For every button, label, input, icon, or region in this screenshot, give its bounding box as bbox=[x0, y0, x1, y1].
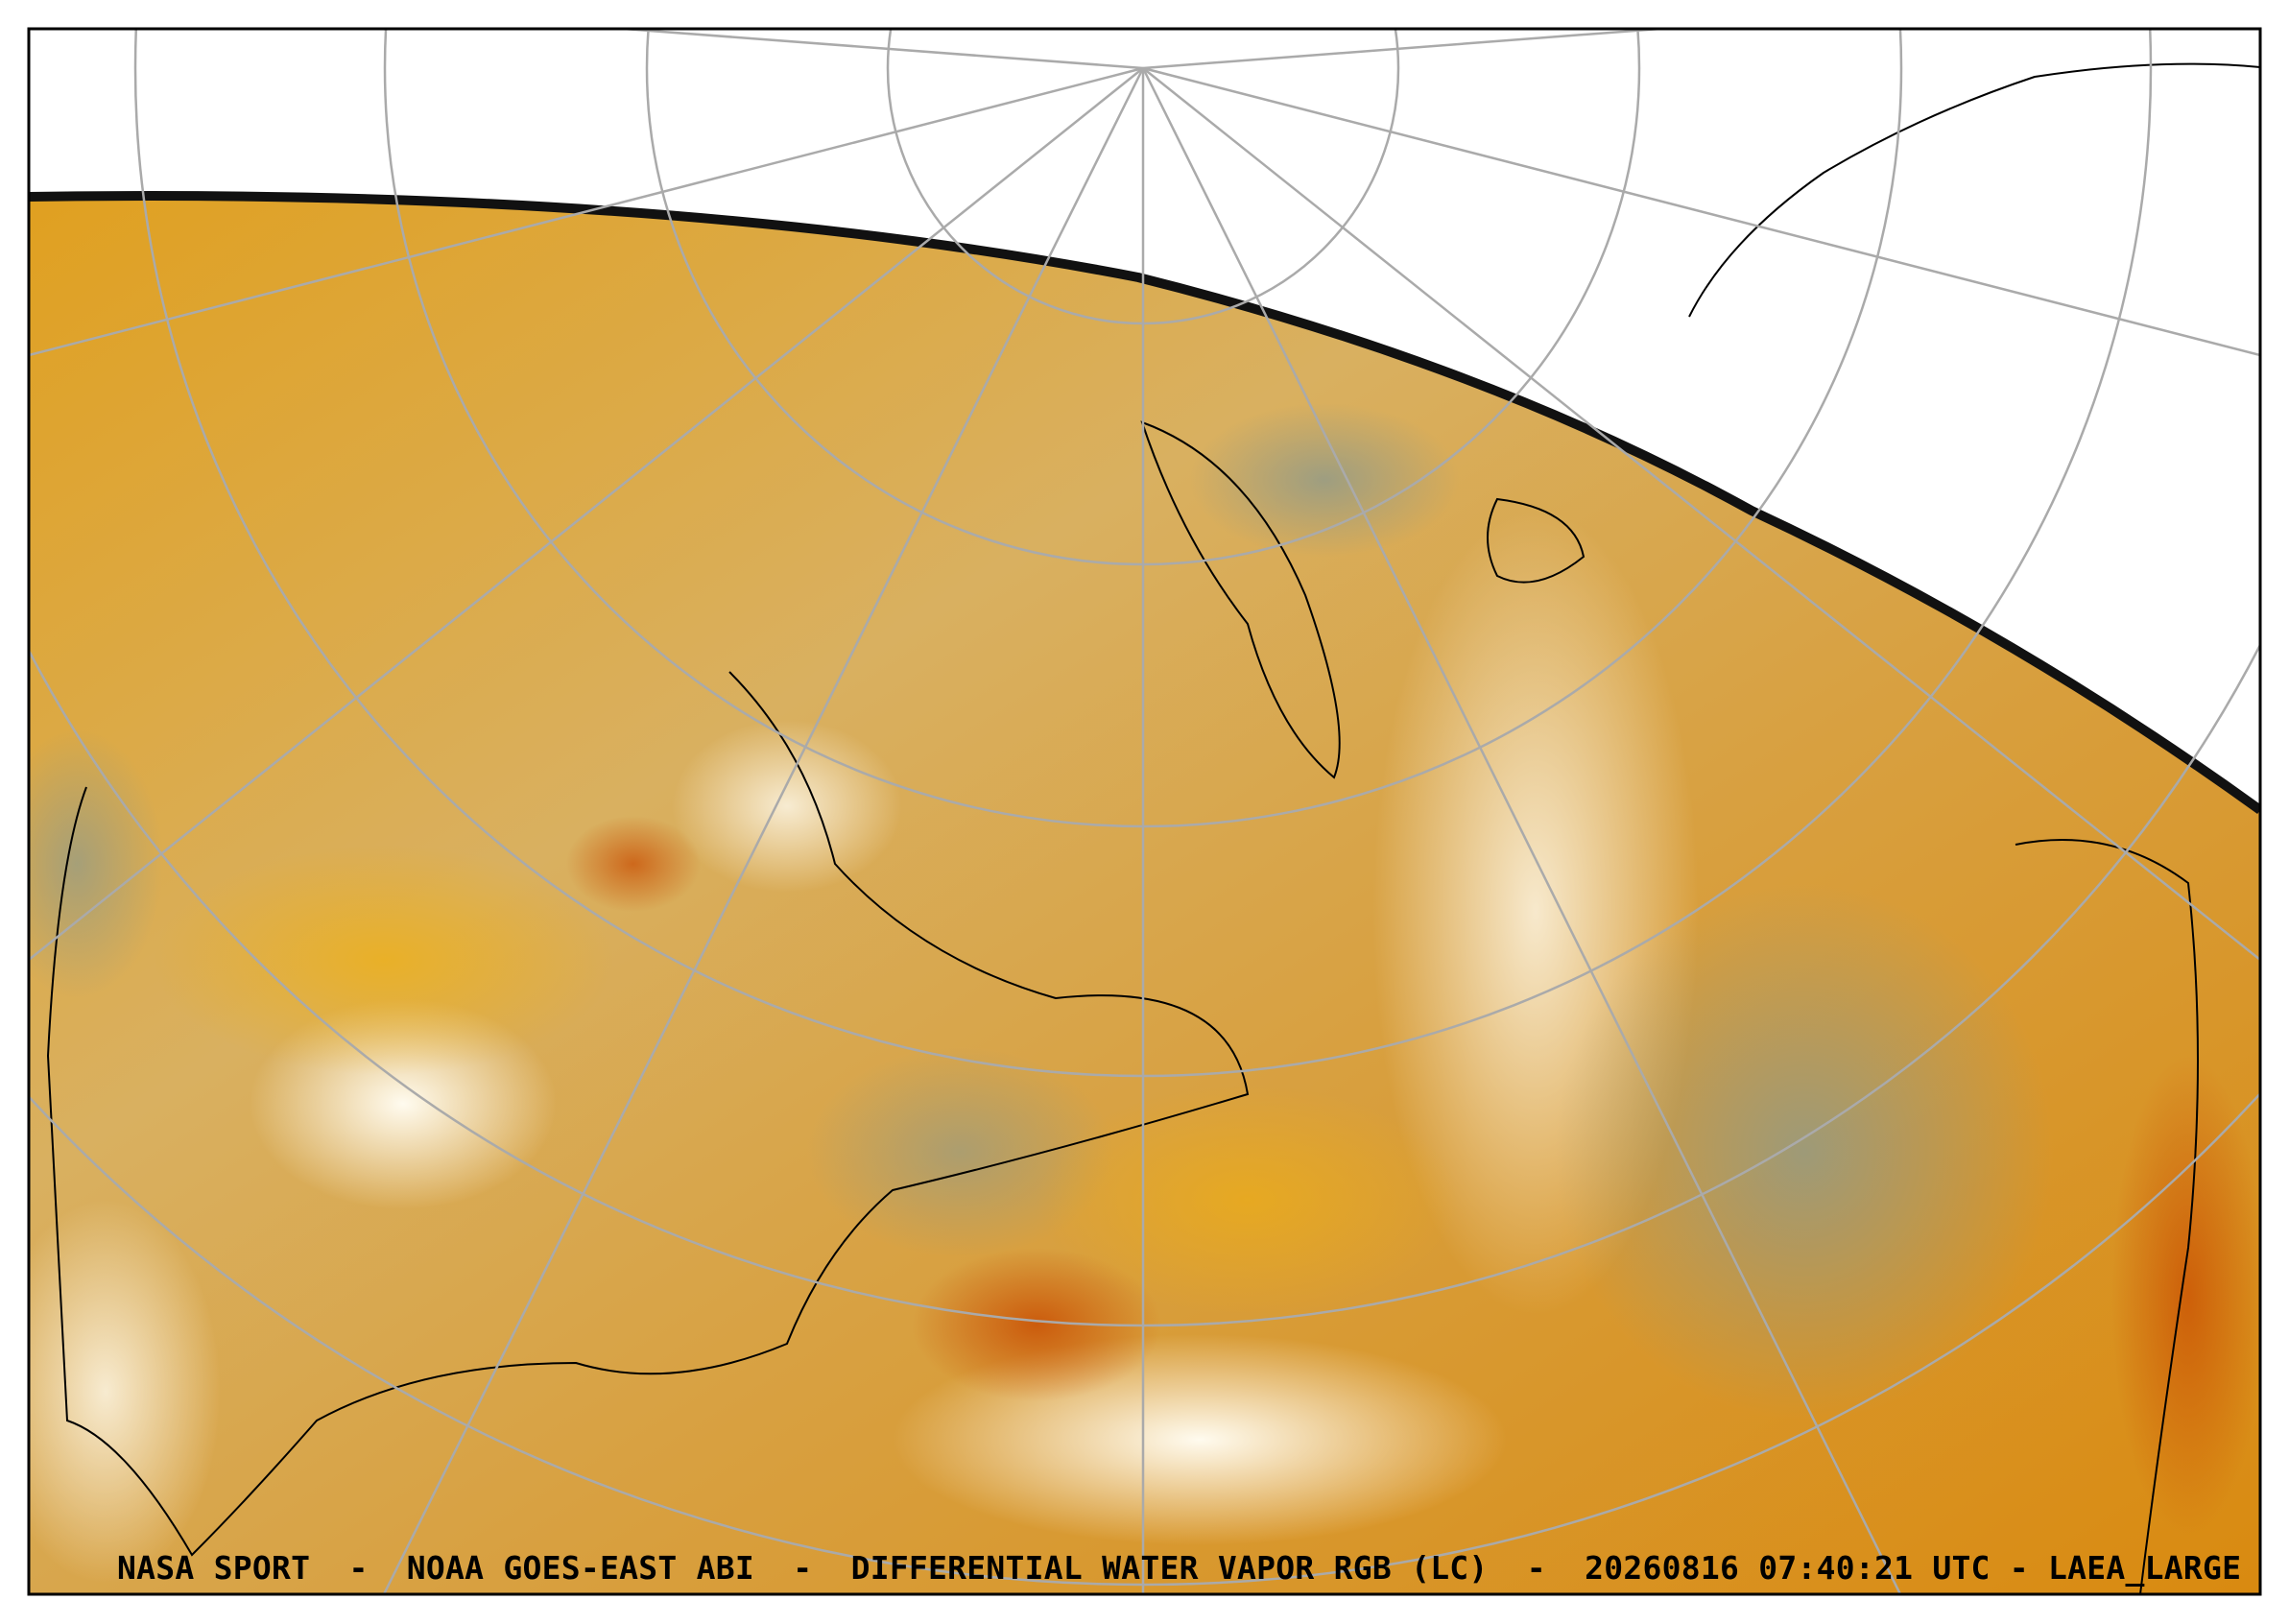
data-edge bbox=[29, 191, 2260, 815]
moist-region bbox=[154, 845, 614, 1075]
moist-region bbox=[1037, 1085, 1459, 1315]
dry-region bbox=[1555, 883, 2054, 1421]
cloud-region bbox=[29, 1200, 221, 1584]
caption: NASA SPORT - NOAA GOES-EAST ABI - DIFFER… bbox=[117, 1549, 2241, 1587]
warm-region bbox=[566, 816, 701, 912]
coastlines bbox=[46, 62, 2260, 1594]
warm-region bbox=[912, 1248, 1161, 1401]
cloud-region bbox=[672, 720, 902, 893]
warm-region bbox=[2111, 1056, 2260, 1536]
dry-region bbox=[29, 729, 163, 998]
frame bbox=[27, 27, 2262, 1596]
dry-region bbox=[1190, 403, 1459, 557]
dry-region bbox=[806, 1046, 1113, 1257]
